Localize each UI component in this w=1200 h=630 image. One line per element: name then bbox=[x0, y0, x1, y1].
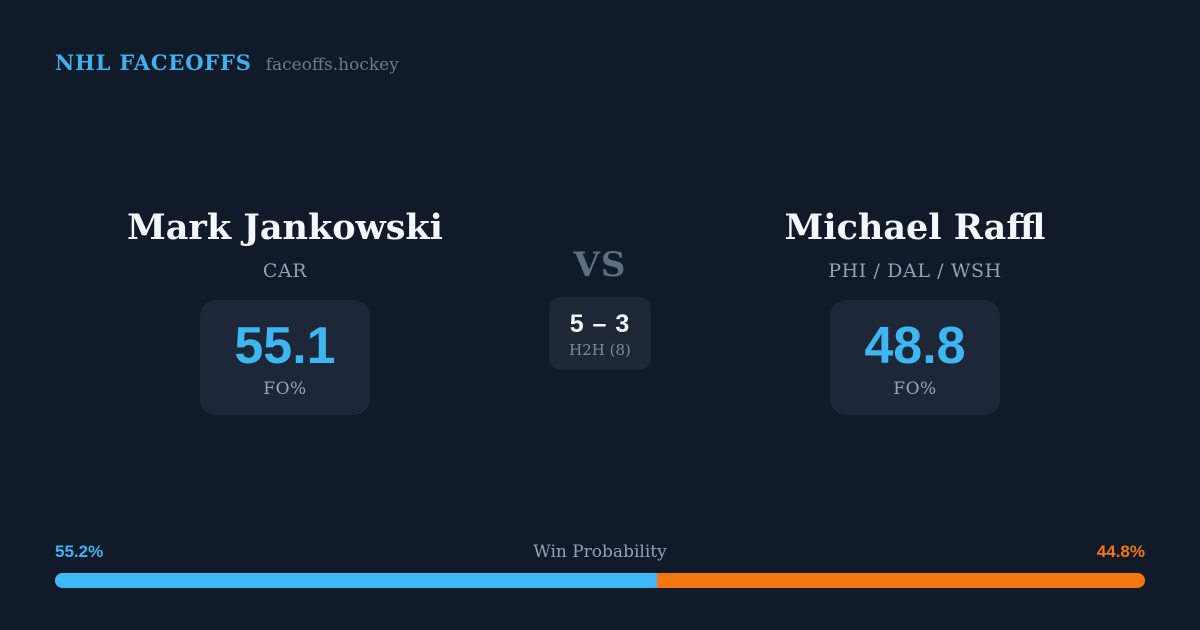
player-right-column: Michael Raffl PHI / DAL / WSH 48.8 FO% bbox=[685, 206, 1145, 415]
player-right-faceoff-card: 48.8 FO% bbox=[830, 299, 1000, 415]
player-left-teams: CAR bbox=[262, 259, 308, 282]
win-probability-labels: 55.2% Win Probability 44.8% bbox=[55, 542, 1145, 562]
player-left-name: Mark Jankowski bbox=[127, 207, 443, 248]
vs-label: VS bbox=[573, 245, 627, 285]
player-right-name: Michael Raffl bbox=[784, 207, 1046, 248]
win-probability-bar bbox=[55, 573, 1145, 588]
player-left-faceoff-card: 55.1 FO% bbox=[200, 299, 370, 415]
head-to-head-label: H2H (8) bbox=[569, 341, 631, 359]
versus-column: VS 5 – 3 H2H (8) bbox=[515, 206, 685, 370]
head-to-head-card: 5 – 3 H2H (8) bbox=[549, 297, 651, 370]
win-probability-right-value: 44.8% bbox=[1096, 542, 1145, 561]
head-to-head-score: 5 – 3 bbox=[569, 310, 631, 338]
player-right-fo-percentage: 48.8 bbox=[864, 316, 966, 375]
win-probability-left-value: 55.2% bbox=[55, 542, 104, 561]
player-right-fo-label: FO% bbox=[893, 378, 937, 399]
brand-logo-text: NHL FACEOFFS bbox=[55, 50, 252, 75]
matchup-section: Mark Jankowski CAR 55.1 FO% VS 5 – 3 H2H… bbox=[55, 206, 1145, 415]
player-left-fo-label: FO% bbox=[263, 378, 307, 399]
player-left-column: Mark Jankowski CAR 55.1 FO% bbox=[55, 206, 515, 415]
header: NHL FACEOFFS faceoffs.hockey bbox=[55, 50, 399, 75]
site-url: faceoffs.hockey bbox=[265, 55, 399, 75]
win-probability-section: 55.2% Win Probability 44.8% bbox=[55, 542, 1145, 588]
win-probability-bar-left-fill bbox=[55, 573, 657, 588]
win-probability-title: Win Probability bbox=[533, 542, 667, 562]
player-right-teams: PHI / DAL / WSH bbox=[828, 259, 1002, 282]
player-left-fo-percentage: 55.1 bbox=[234, 316, 336, 375]
